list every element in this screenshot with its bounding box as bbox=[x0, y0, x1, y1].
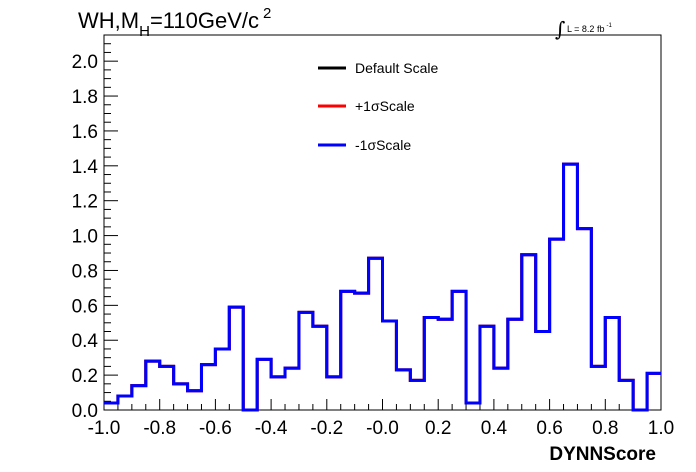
legend-label: +1σScale bbox=[355, 98, 415, 114]
legend-label: -1σScale bbox=[355, 137, 411, 153]
y-tick-label: 1.4 bbox=[72, 157, 99, 178]
x-tick-label: -0.2 bbox=[310, 418, 343, 439]
y-tick-label: 0.8 bbox=[72, 261, 98, 282]
x-tick-label: -1.0 bbox=[88, 418, 121, 439]
legend-label: Default Scale bbox=[355, 60, 438, 76]
y-tick-label: 0.4 bbox=[72, 331, 99, 352]
x-tick-label: 0.4 bbox=[481, 418, 508, 439]
integral-symbol: ∫ bbox=[555, 17, 565, 41]
y-tick-label: 1.6 bbox=[72, 122, 98, 143]
x-tick-label: 1.0 bbox=[648, 418, 674, 439]
luminosity-superscript: -1 bbox=[606, 23, 612, 29]
x-tick-label: -0.4 bbox=[255, 418, 288, 439]
y-tick-label: 1.0 bbox=[72, 227, 98, 248]
x-tick-label: -0.6 bbox=[199, 418, 232, 439]
legend: Default Scale +1σScale -1σScale bbox=[318, 60, 438, 153]
x-tick-label: -0.8 bbox=[143, 418, 176, 439]
x-tick-labels: -1.0 -0.8 -0.6 -0.4 -0.2 -0.0 0.2 0.4 0.6 0.8 1.0 bbox=[88, 418, 675, 439]
title-rest: =110GeV/c bbox=[150, 8, 259, 33]
y-tick-label: 1.2 bbox=[72, 192, 98, 213]
x-tick-label: -0.0 bbox=[366, 418, 399, 439]
y-tick-label: 0.6 bbox=[72, 296, 98, 317]
series-line-3 bbox=[104, 162, 661, 412]
y-tick-label: 0.0 bbox=[72, 401, 98, 422]
x-tick-label: 0.8 bbox=[592, 418, 618, 439]
y-tick-label: 1.8 bbox=[72, 87, 98, 108]
title-subscript: H bbox=[139, 23, 150, 40]
y-tick-label: 0.2 bbox=[72, 366, 98, 387]
series-layer bbox=[104, 162, 661, 412]
x-axis-label: DYNNScore bbox=[549, 444, 656, 465]
title-superscript: 2 bbox=[263, 5, 271, 22]
x-tick-label: 0.2 bbox=[425, 418, 451, 439]
luminosity-label: L = 8.2 fb -1 bbox=[567, 23, 612, 34]
y-tick-labels: 0.0 0.2 0.4 0.6 0.8 1.0 1.2 1.4 1.6 1.8 2.0 bbox=[72, 52, 99, 422]
y-tick-label: 2.0 bbox=[72, 52, 98, 73]
chart-title: WH,MH=110GeV/c 2 bbox=[78, 5, 271, 40]
title-main: WH,M bbox=[78, 8, 139, 33]
x-tick-label: 0.6 bbox=[536, 418, 562, 439]
luminosity-text: L = 8.2 fb bbox=[567, 24, 604, 34]
axis-ticks bbox=[103, 34, 662, 411]
